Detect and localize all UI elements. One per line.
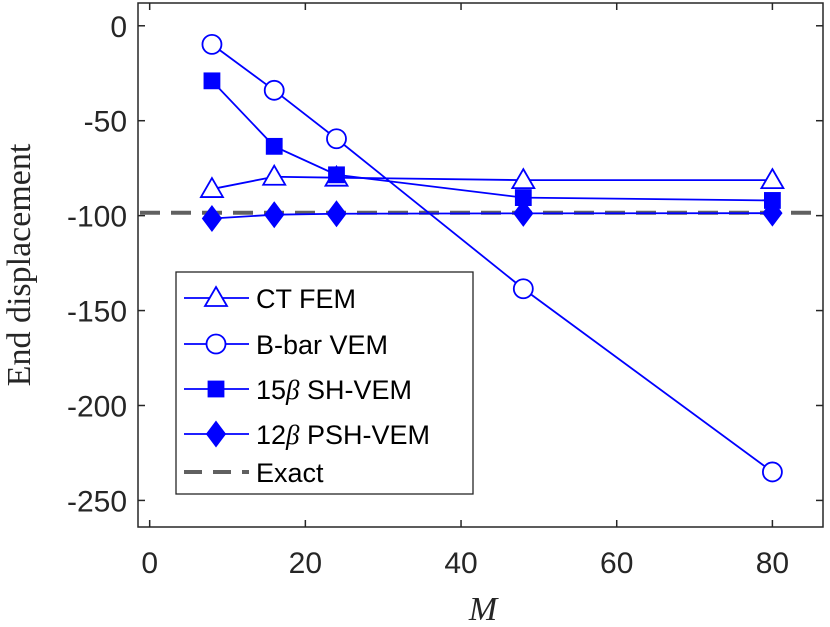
legend-label-beta: β [285, 420, 300, 450]
x-axis-label: M [468, 591, 499, 627]
legend-marker [207, 380, 225, 398]
legend-entry: 15β SH-VEM [184, 375, 412, 405]
series-layer [199, 33, 785, 483]
series-line [211, 175, 773, 190]
data-point [263, 79, 285, 101]
legend-label-main: 15 [256, 375, 286, 405]
legend-label: B-bar VEM [256, 330, 388, 360]
data-point [199, 176, 225, 198]
legend-label: 15β SH-VEM [256, 375, 412, 405]
x-tick-label: 80 [756, 547, 789, 580]
data-point [762, 461, 783, 483]
data-point [759, 167, 785, 190]
legend-marker [205, 333, 227, 355]
legend-label: Exact [256, 458, 324, 488]
series-square [203, 72, 781, 209]
y-tick-label: 0 [110, 11, 127, 44]
y-tick-label: -150 [67, 296, 127, 329]
legend-box [175, 271, 474, 495]
data-point [201, 204, 223, 232]
legend-entry: CT FEM [184, 284, 356, 314]
legend-entry: B-bar VEM [184, 330, 388, 360]
data-point [510, 167, 536, 190]
x-tick-label: 60 [600, 547, 633, 580]
x-tick-label: 40 [444, 547, 477, 580]
series-circle [201, 33, 783, 483]
data-point [512, 278, 534, 300]
legend-label-main: B-bar VEM [256, 330, 388, 360]
data-point [203, 72, 221, 90]
plot-area-frame [137, 2, 824, 528]
data-point [328, 166, 345, 184]
data-point [326, 200, 347, 228]
tick-labels: 0 20 40 60 80 0 -50 -100 -150 -200 -250 [67, 11, 789, 580]
y-axis-label: End displacement [1, 143, 38, 386]
y-tick-label: -100 [67, 201, 127, 234]
series-diamond [201, 199, 783, 232]
data-point [513, 199, 534, 227]
data-point [264, 201, 285, 229]
legend-marker [205, 420, 227, 448]
legend-label: 12β PSH-VEM [256, 420, 430, 450]
legend-label-rest: PSH-VEM [300, 420, 431, 450]
y-tick-label: -200 [67, 390, 127, 423]
data-point [326, 128, 347, 150]
legend-entry: Exact [184, 458, 324, 488]
data-point [762, 199, 783, 227]
legend-label-rest: SH-VEM [300, 375, 413, 405]
x-tick-label: 0 [141, 547, 158, 580]
x-tick-label: 20 [289, 547, 322, 580]
y-tick-label: -250 [67, 485, 127, 518]
legend-marker [203, 285, 229, 307]
legend-label-beta: β [285, 375, 300, 405]
legend-label-main: CT FEM [256, 284, 356, 314]
data-point [201, 33, 223, 55]
axes [137, 2, 824, 528]
series-line [211, 80, 773, 202]
x-axis-label-text: M [468, 591, 499, 627]
data-point [261, 163, 287, 186]
data-point [265, 137, 283, 155]
legend-entry: 12β PSH-VEM [184, 420, 430, 450]
y-tick-label: -50 [84, 106, 127, 139]
legend-label: CT FEM [256, 284, 356, 314]
series-line [211, 212, 773, 220]
legend-label-main: 12 [256, 420, 286, 450]
series-triangle [199, 163, 785, 198]
